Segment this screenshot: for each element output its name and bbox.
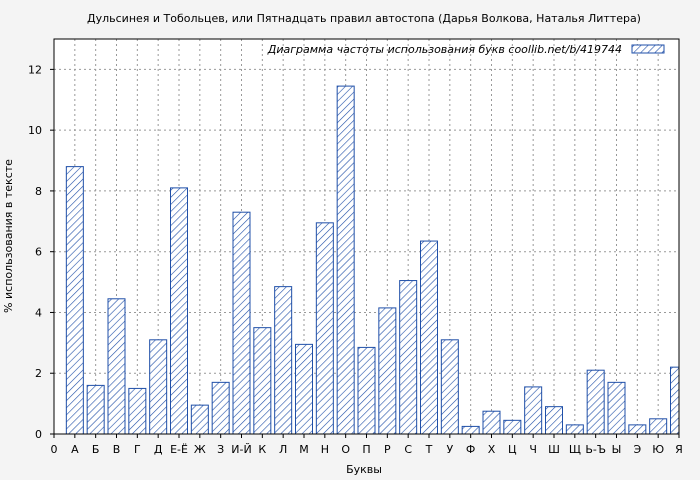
x-tick-label: Ю (652, 443, 664, 456)
x-tick-label: Д (154, 443, 163, 456)
x-tick-label: Е-Ё (170, 443, 188, 456)
bar-Р (378, 307, 397, 435)
bar-Ь-Ъ (586, 369, 605, 435)
y-tick-label: 10 (28, 124, 42, 137)
legend-label: Диаграмма частоты использования букв coo… (267, 43, 622, 56)
bar-Э (628, 424, 647, 435)
x-tick-label: Т (425, 443, 433, 456)
y-tick-label: 0 (35, 428, 42, 441)
x-tick-label: Ь-Ъ (585, 443, 606, 456)
x-tick-label: Э (633, 443, 641, 456)
bar-Д (149, 339, 168, 435)
bar-О (336, 85, 355, 435)
y-axis: 0 2 4 6 8 10 12 (28, 63, 54, 441)
x-tick-label: Ц (508, 443, 517, 456)
bar-П (357, 346, 376, 435)
x-tick-label: Ж (194, 443, 206, 456)
bar-З (211, 381, 230, 435)
bar-У (440, 339, 459, 435)
y-tick-label: 6 (35, 246, 42, 259)
x-tick-label: М (299, 443, 309, 456)
x-tick-label: Ш (548, 443, 560, 456)
x-tick-label: Ф (466, 443, 475, 456)
y-tick-label: 12 (28, 63, 42, 76)
x-tick-label: Б (92, 443, 100, 456)
bar-Ж (190, 404, 209, 435)
x-tick-label: Л (279, 443, 287, 456)
bar-Я (670, 366, 680, 435)
bar-Б (86, 384, 105, 435)
bar-Ы (607, 381, 626, 435)
bar-А (65, 166, 84, 435)
bars-group (65, 85, 680, 435)
bar-Щ (565, 424, 584, 435)
x-tick-label: К (258, 443, 266, 456)
x-tick-label: Х (488, 443, 496, 456)
x-tick-label: У (446, 443, 453, 456)
x-tick-label: П (362, 443, 370, 456)
x-tick-label: Ы (612, 443, 622, 456)
x-tick-label: А (71, 443, 79, 456)
y-tick-label: 2 (35, 367, 42, 380)
x-tick-label: С (404, 443, 412, 456)
chart-title: Дульсинея и Тобольцев, или Пятнадцать пр… (87, 12, 641, 25)
x-tick-label: Н (321, 443, 329, 456)
bar-С (399, 280, 418, 435)
bar-Е-Ё (170, 187, 188, 435)
x-tick-label: Ч (529, 443, 537, 456)
x-tick-label: Щ (569, 443, 581, 456)
bar-Ч (524, 386, 543, 435)
y-tick-label: 4 (35, 306, 42, 319)
y-axis-label: % использования в тексте (2, 159, 15, 313)
y-tick-label: 8 (35, 185, 42, 198)
bar-Ш (545, 406, 563, 435)
bar-Т (420, 240, 438, 435)
bar-Ф (461, 425, 480, 435)
bar-Л (274, 286, 293, 435)
x-tick-label: Р (384, 443, 391, 456)
x-axis-label: Буквы (346, 463, 382, 476)
bar-Ц (503, 419, 522, 435)
legend: Диаграмма частоты использования букв coo… (267, 43, 665, 56)
bar-Н (315, 222, 334, 435)
x-tick-label: В (113, 443, 121, 456)
x-tick-label: И-Й (231, 443, 251, 456)
bar-И-Й (232, 211, 251, 435)
bar-Г (128, 387, 147, 435)
bar-Ю (649, 418, 668, 435)
grid-lines (54, 39, 679, 434)
x-tick-label: Я (675, 443, 683, 456)
bar-М (295, 343, 313, 435)
x-tick-label: Г (134, 443, 141, 456)
x-axis: 0 А Б В Г Д Е-Ё Ж З И-Й К Л М Н О П Р С Т У Ф Х Ц Ч Ш Щ Ь-Ъ Ы Э Ю Я (51, 434, 683, 456)
x-tick-label: З (217, 443, 224, 456)
x-tick-label: 0 (51, 443, 58, 456)
x-tick-label: О (341, 443, 350, 456)
legend-swatch (631, 44, 665, 54)
bar-К (253, 327, 272, 435)
bar-В (107, 298, 126, 435)
bar-Х (482, 410, 501, 435)
